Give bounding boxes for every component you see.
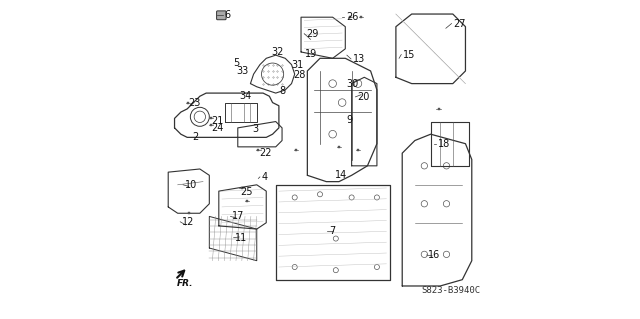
Text: 34: 34: [239, 91, 252, 101]
Text: 24: 24: [212, 123, 224, 133]
FancyBboxPatch shape: [216, 11, 226, 20]
Text: 33: 33: [236, 66, 248, 76]
Text: 19: 19: [305, 49, 317, 59]
Text: 6: 6: [225, 10, 230, 20]
Text: 18: 18: [438, 139, 450, 149]
Text: 15: 15: [403, 49, 415, 60]
Text: 29: 29: [306, 29, 318, 39]
Text: 12: 12: [182, 217, 194, 227]
Text: 14: 14: [335, 170, 348, 180]
Text: 31: 31: [291, 60, 303, 70]
Text: 26: 26: [346, 12, 358, 22]
Text: 9: 9: [346, 115, 352, 125]
Text: 28: 28: [293, 70, 306, 80]
Text: 4: 4: [262, 172, 268, 182]
Text: 7: 7: [329, 226, 335, 236]
Text: FR.: FR.: [177, 279, 193, 288]
Text: 22: 22: [259, 148, 272, 158]
Text: S823-B3940C: S823-B3940C: [421, 286, 480, 295]
Text: 8: 8: [280, 85, 285, 96]
Text: 27: 27: [453, 19, 466, 28]
Text: 16: 16: [428, 250, 440, 260]
Text: 20: 20: [357, 92, 369, 102]
Text: 13: 13: [353, 54, 365, 64]
Text: 10: 10: [185, 180, 197, 190]
Text: 25: 25: [240, 187, 253, 197]
Text: 2: 2: [193, 132, 199, 142]
Text: 17: 17: [232, 211, 244, 221]
Text: 32: 32: [271, 47, 284, 57]
Text: 30: 30: [346, 78, 358, 89]
Text: 3: 3: [252, 124, 258, 135]
Text: 23: 23: [188, 98, 200, 108]
Text: 21: 21: [212, 116, 224, 126]
Text: 5: 5: [233, 58, 239, 68]
Text: 11: 11: [236, 233, 248, 243]
